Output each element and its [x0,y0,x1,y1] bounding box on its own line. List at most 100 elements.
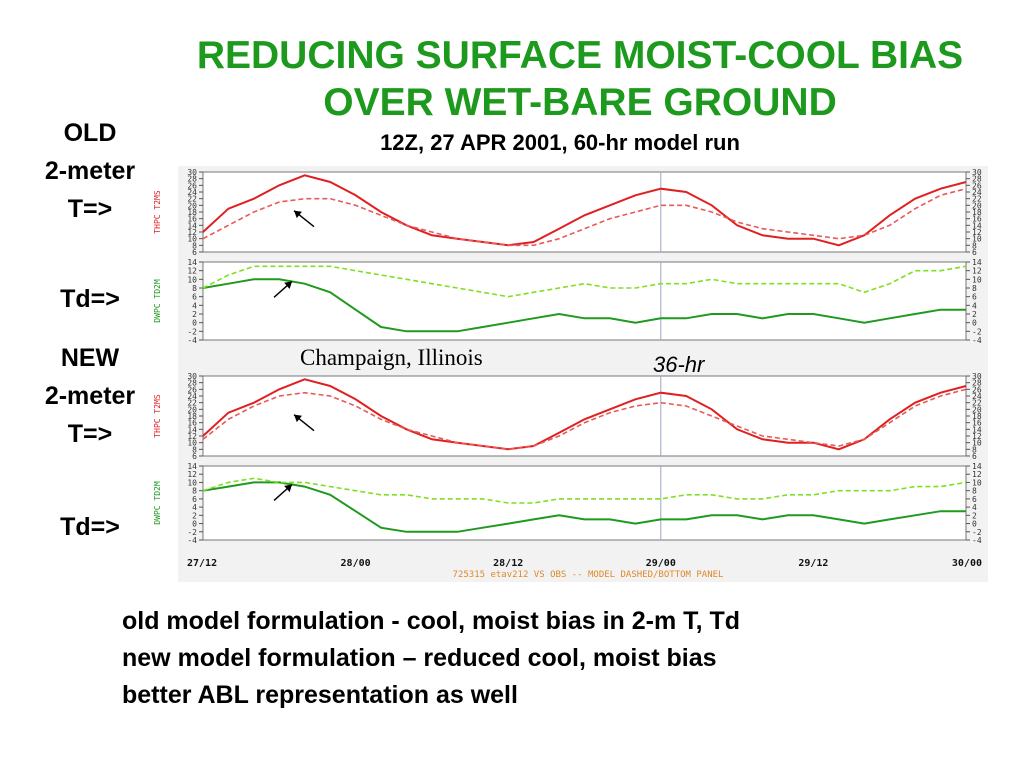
title-line-1: REDUCING SURFACE MOIST-COOL BIAS [196,34,964,77]
new-label: NEW [60,344,120,372]
y-tick-label: 30 [187,372,197,381]
panel-frame [202,375,967,457]
y-tick-label: 12 [187,228,197,237]
y-tick-label: 12 [972,228,982,237]
panel-frame [202,261,967,341]
y-tick-label: 6 [972,248,977,257]
y-tick-label: 14 [187,425,197,434]
new-2m-label: 2-meter [44,382,136,410]
y-tick-label: 12 [972,267,982,276]
summary-line-3: better ABL representation as well [122,681,518,709]
y-tick-label: 22 [187,399,197,408]
y-tick-label: 28 [972,379,982,388]
x-tick-label: 30/00 [952,558,982,569]
y-tick-label: 26 [187,385,197,394]
hr36-label: 36-hr [653,352,705,377]
y-tick-label: 2 [192,310,197,319]
y-tick-label: 16 [972,215,982,224]
y-tick-label: 10 [187,439,197,448]
y-tick-label: 28 [972,175,982,184]
new-td-label: Td=> [60,513,120,541]
y-tick-label: 10 [187,235,197,244]
y-tick-label: 28 [187,175,197,184]
y-tick-label: 4 [192,503,197,512]
summary-line-2: new model formulation – reduced cool, mo… [122,644,717,672]
y-tick-label: 8 [192,445,197,454]
y-tick-label: 6 [192,293,197,302]
y-tick-label: 14 [972,462,982,471]
model-series-line [202,265,967,298]
location-label: Champaign, Illinois [300,345,483,370]
panel-frame [202,465,967,541]
y-tick-label: 20 [187,405,197,414]
y-tick-label: 12 [187,470,197,479]
summary-list: old model formulation - cool, moist bias… [122,603,912,714]
y-tick-label: 20 [972,201,982,210]
y-tick-label: 8 [972,487,977,496]
y-tick-label: 8 [192,284,197,293]
slide-title: REDUCING SURFACE MOIST-COOL BIAS OVER WE… [120,32,1024,126]
y-tick-label: 18 [972,208,982,217]
y-tick-label: 10 [972,275,982,284]
annotation-arrowhead [284,484,293,493]
y-tick-label: 14 [972,221,982,230]
y-tick-label: 4 [972,301,977,310]
y-tick-label: 0 [192,520,197,529]
y-tick-label: 6 [192,452,197,461]
y-tick-label: 24 [187,392,197,401]
y-tick-label: 10 [972,478,982,487]
y-tick-label: 26 [972,181,982,190]
y-tick-label: 2 [192,511,197,520]
observed-series-line [202,174,967,247]
y-tick-label: -4 [972,336,982,345]
y-tick-label: 12 [972,470,982,479]
y-tick-label: 8 [192,487,197,496]
annotation-arrowhead [294,414,302,423]
y-tick-label: 0 [972,319,977,328]
model-series-line [202,477,967,504]
y-tick-label: 4 [972,503,977,512]
y-tick-label: 12 [187,432,197,441]
y-tick-label: 8 [972,445,977,454]
y-tick-label: -4 [972,536,982,545]
y-tick-label: 4 [192,301,197,310]
y-tick-label: 22 [972,399,982,408]
y-tick-label: 14 [972,258,982,267]
y-tick-label: 14 [187,462,197,471]
y-tick-label: 2 [972,310,977,319]
y-tick-label: 16 [972,419,982,428]
y-tick-label: 14 [187,258,197,267]
y-tick-label: -2 [972,528,982,537]
y-tick-label: 20 [972,405,982,414]
x-tick-label: 28/00 [341,558,371,569]
y-tick-label: 2 [972,511,977,520]
y-tick-label: 20 [187,201,197,210]
y-tick-label: 18 [187,208,197,217]
title-line-2: OVER WET-BARE GROUND [323,81,837,124]
chart-caption: 725315 etav212 VS OBS -- MODEL DASHED/BO… [453,570,724,580]
old-td-label: Td=> [60,285,120,313]
y-tick-label: 26 [972,385,982,394]
y-tick-label: 24 [187,188,197,197]
y-tick-label: 18 [972,412,982,421]
old-2m-label: 2-meter [44,157,136,185]
y-tick-label: -2 [187,327,197,336]
y-tick-label: 14 [972,425,982,434]
panel-frame [202,171,967,253]
y-tick-label: 22 [972,195,982,204]
y-tick-label: 6 [972,293,977,302]
y-tick-label: -2 [972,327,982,336]
observed-series-line [202,378,967,451]
y-tick-label: 10 [972,439,982,448]
y-tick-label: 6 [192,495,197,504]
y-tick-label: 6 [972,495,977,504]
y-tick-label: 16 [187,215,197,224]
y-tick-label: 28 [187,379,197,388]
y-axis-label: THPC T2MS [153,394,162,438]
y-tick-label: 30 [187,168,197,177]
slide-subtitle: 12Z, 27 APR 2001, 60-hr model run [380,130,740,155]
y-tick-label: 10 [972,235,982,244]
y-tick-label: 12 [972,432,982,441]
